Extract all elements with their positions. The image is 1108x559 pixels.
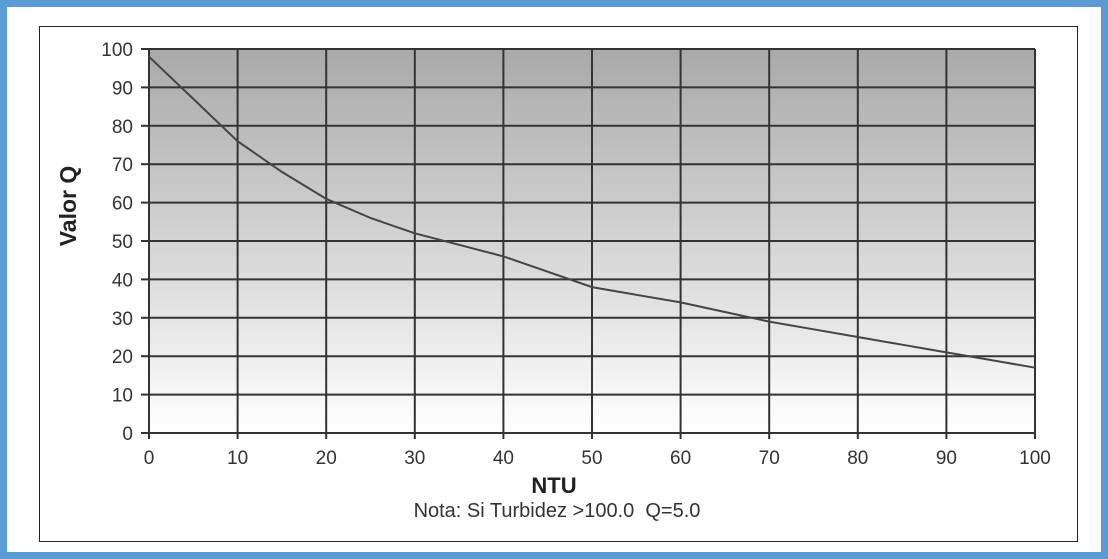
y-tick-label: 100 <box>101 40 133 61</box>
x-axis-label: NTU <box>531 473 576 498</box>
x-tick-label: 60 <box>670 448 691 469</box>
x-tick-label: 40 <box>493 448 514 469</box>
y-tick-labels: 0 10 20 30 40 50 60 70 80 90 100 <box>101 40 133 445</box>
y-tick-label: 80 <box>112 117 133 138</box>
y-tick-label: 90 <box>112 78 133 99</box>
x-tick-label: 20 <box>316 448 337 469</box>
series-line-q-value <box>148 55 1036 369</box>
grid-lines <box>149 48 1036 433</box>
y-tick-label: 0 <box>122 424 133 445</box>
y-tick-label: 50 <box>112 232 133 253</box>
chart-note: Nota: Si Turbidez >100.0 Q=5.0 <box>414 500 701 522</box>
x-tick-label: 30 <box>404 448 425 469</box>
y-tick-label: 70 <box>112 155 133 176</box>
y-tick-label: 30 <box>112 309 133 330</box>
x-tick-label: 80 <box>847 448 868 469</box>
y-tick-label: 20 <box>112 347 133 368</box>
x-tick-label: 10 <box>227 448 248 469</box>
x-tick-label: 70 <box>759 448 780 469</box>
x-tick-label: 90 <box>936 448 957 469</box>
axes <box>141 48 1036 439</box>
y-tick-label: 10 <box>112 386 133 407</box>
y-tick-label: 60 <box>112 194 133 215</box>
x-tick-label: 50 <box>581 448 602 469</box>
y-axis-label: Valor Q <box>55 166 81 247</box>
x-tick-label: 100 <box>1019 448 1051 469</box>
x-tick-label: 0 <box>144 448 155 469</box>
x-tick-labels: 0 10 20 30 40 50 60 70 80 90 100 <box>144 448 1051 469</box>
y-tick-label: 40 <box>112 270 133 291</box>
